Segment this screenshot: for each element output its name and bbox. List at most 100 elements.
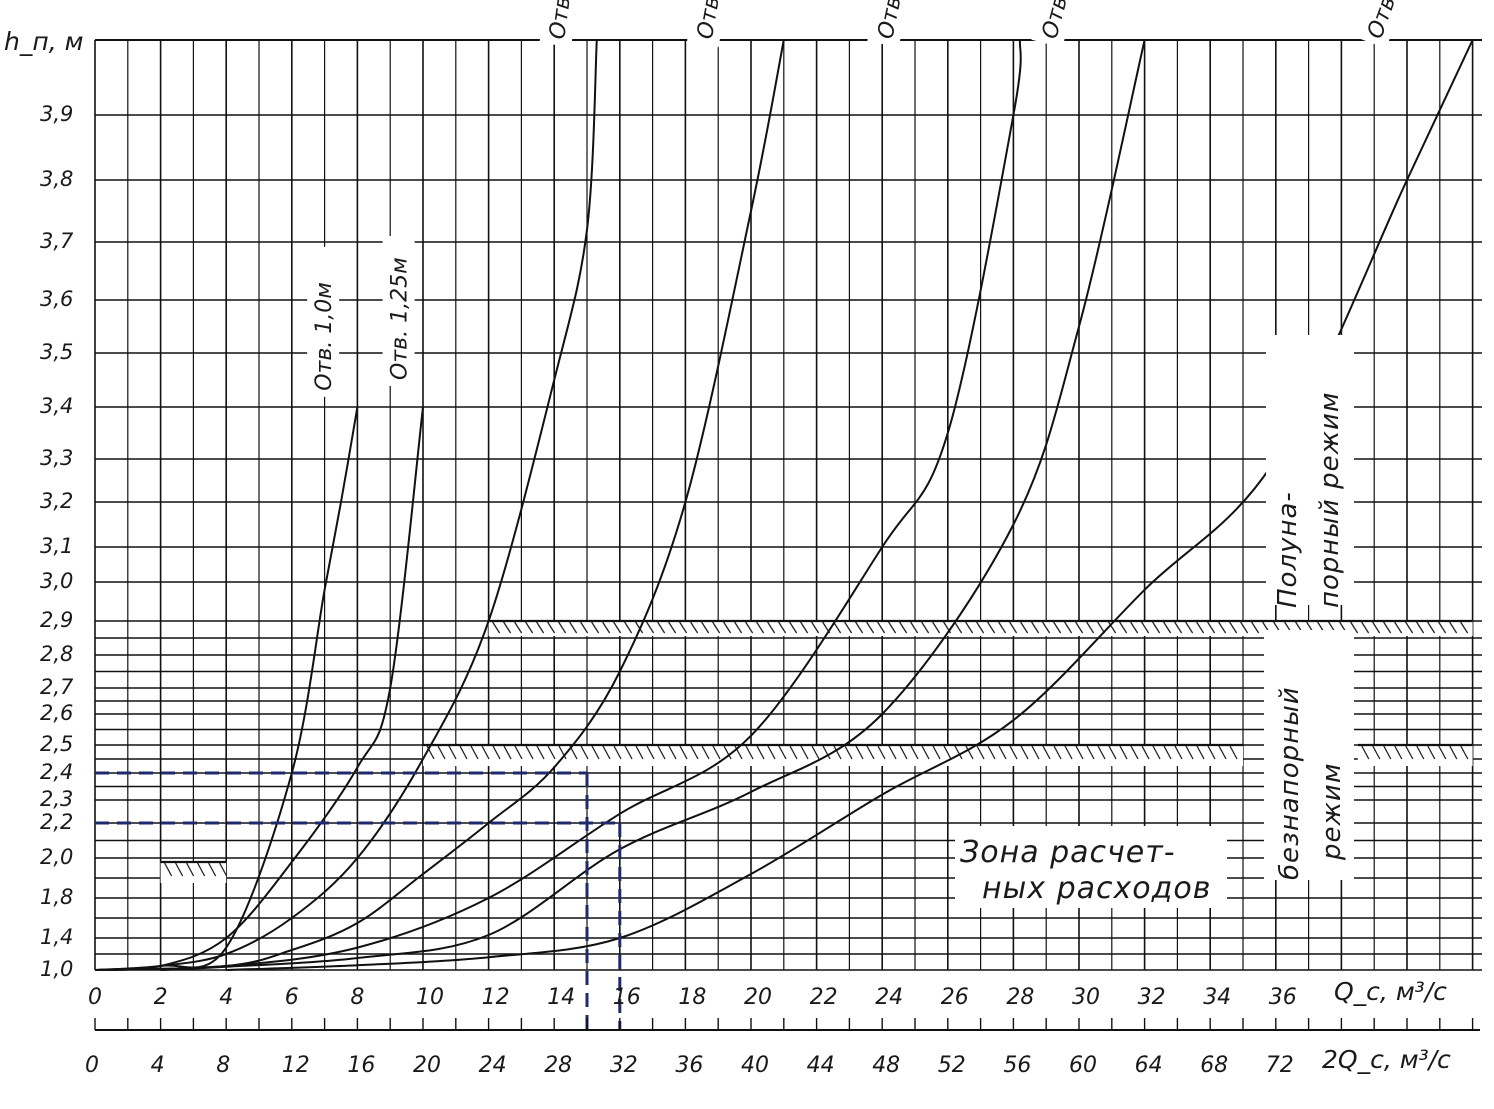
hatch-mark bbox=[844, 745, 853, 760]
hatch-mark bbox=[745, 745, 754, 760]
hatch-mark bbox=[1141, 745, 1150, 760]
hatch-mark bbox=[767, 745, 776, 760]
hatch-mark bbox=[580, 621, 589, 634]
regime-free-line2: режим bbox=[1317, 763, 1347, 861]
hatch-mark bbox=[1416, 621, 1425, 634]
curve-line bbox=[94, 406, 424, 971]
x-tick-label: 8 bbox=[350, 985, 364, 1010]
x-axis-label: Q_c, м³/c bbox=[1334, 977, 1447, 1006]
hatch-mark bbox=[1394, 745, 1403, 760]
y-tick-label: 3,5 bbox=[40, 340, 73, 364]
y-tick-label: 3,0 bbox=[40, 569, 73, 593]
hatch-mark bbox=[855, 745, 864, 760]
semi-regime-bg bbox=[1266, 335, 1354, 605]
hatch-mark bbox=[800, 621, 809, 634]
y-axis-label: h_п, м bbox=[4, 27, 83, 56]
hatch-mark bbox=[866, 745, 875, 760]
y-tick-label: 2,3 bbox=[40, 787, 73, 811]
hatch-mark bbox=[1119, 745, 1128, 760]
hatch-mark bbox=[668, 621, 677, 634]
hatch-mark bbox=[1405, 621, 1414, 634]
hatch-mark bbox=[1416, 745, 1425, 760]
hatch-mark bbox=[1361, 745, 1370, 760]
hatch-mark bbox=[1372, 745, 1381, 760]
x2-tick-label: 40 bbox=[741, 1053, 769, 1078]
hatch-band bbox=[1357, 744, 1473, 766]
hatch-mark bbox=[756, 621, 765, 634]
hatch-mark bbox=[558, 621, 567, 634]
hatch-mark bbox=[965, 621, 974, 634]
curve-label-bg bbox=[686, 0, 745, 48]
hatch-mark bbox=[833, 621, 842, 634]
x-tick-label: 26 bbox=[941, 985, 969, 1010]
hatch-mark bbox=[932, 745, 941, 760]
hatch-mark bbox=[459, 745, 468, 760]
hatch-mark bbox=[646, 621, 655, 634]
hatch-mark bbox=[998, 621, 1007, 634]
hatch-mark bbox=[657, 745, 666, 760]
hatch-mark bbox=[1438, 621, 1447, 634]
y-tick-label: 2,4 bbox=[40, 760, 73, 784]
hatch-mark bbox=[219, 862, 228, 877]
x-tick-label: 20 bbox=[744, 985, 772, 1010]
hatch-mark bbox=[998, 745, 1007, 760]
hatch-mark bbox=[1240, 621, 1249, 634]
hatch-mark bbox=[1229, 745, 1238, 760]
hatch-mark bbox=[866, 621, 875, 634]
hatch-mark bbox=[1119, 621, 1128, 634]
hatch-mark bbox=[789, 745, 798, 760]
y-tick-label: 2,5 bbox=[40, 732, 73, 756]
hatch-mark bbox=[1163, 621, 1172, 634]
hatch-mark bbox=[602, 745, 611, 760]
hatch-mark bbox=[1009, 621, 1018, 634]
x-tick-label: 14 bbox=[547, 985, 575, 1010]
hatch-mark bbox=[712, 621, 721, 634]
hatch-mark bbox=[1460, 745, 1469, 760]
hatch-mark bbox=[756, 745, 765, 760]
hatch-mark bbox=[1130, 621, 1139, 634]
hatch-mark bbox=[1383, 745, 1392, 760]
hatch-mark bbox=[1218, 745, 1227, 760]
x-tick-label: 24 bbox=[875, 985, 903, 1010]
y-tick-label: 2,8 bbox=[40, 642, 73, 666]
hatch-mark bbox=[811, 745, 820, 760]
hatch-mark bbox=[1097, 745, 1106, 760]
zone-label-bg bbox=[955, 826, 1227, 908]
hatch-mark bbox=[569, 621, 578, 634]
curve-label-bg bbox=[867, 0, 930, 48]
hatch-mark bbox=[778, 745, 787, 760]
x-tick-label: 18 bbox=[678, 985, 706, 1010]
hatch-mark bbox=[1449, 745, 1458, 760]
hatch-mark bbox=[1372, 621, 1381, 634]
x-tick-label: 34 bbox=[1203, 985, 1231, 1010]
hatch-mark bbox=[1383, 621, 1392, 634]
hatch-mark bbox=[921, 745, 930, 760]
hatch-mark bbox=[1438, 745, 1447, 760]
hatch-mark bbox=[855, 621, 864, 634]
hatch-mark bbox=[745, 621, 754, 634]
x2-tick-label: 20 bbox=[413, 1053, 441, 1078]
hatch-mark bbox=[1152, 621, 1161, 634]
hatch-mark bbox=[492, 621, 501, 634]
hatch-mark bbox=[1075, 621, 1084, 634]
hatch-mark bbox=[1020, 745, 1029, 760]
hatch-mark bbox=[1130, 745, 1139, 760]
x-tick-label: 12 bbox=[482, 985, 510, 1010]
x-tick-label: 28 bbox=[1006, 985, 1034, 1010]
x-tick-label: 22 bbox=[810, 985, 838, 1010]
x2-tick-label: 56 bbox=[1003, 1053, 1031, 1078]
y-tick-label: 3,6 bbox=[40, 287, 73, 311]
hatch-mark bbox=[657, 621, 666, 634]
hatch-mark bbox=[437, 745, 446, 760]
hatch-mark bbox=[1031, 621, 1040, 634]
hatch-mark bbox=[910, 745, 919, 760]
hatch-mark bbox=[1053, 621, 1062, 634]
curve-line bbox=[226, 39, 1474, 971]
hatch-mark bbox=[877, 621, 886, 634]
hatch-mark bbox=[492, 745, 501, 760]
hatch-mark bbox=[470, 745, 479, 760]
x2-axis-label: 2Q_c, м³/c bbox=[1322, 1045, 1451, 1074]
hatch-band bbox=[423, 744, 1243, 766]
regime-semi-line1: Полуна- bbox=[1273, 491, 1303, 608]
hatch-mark bbox=[965, 745, 974, 760]
